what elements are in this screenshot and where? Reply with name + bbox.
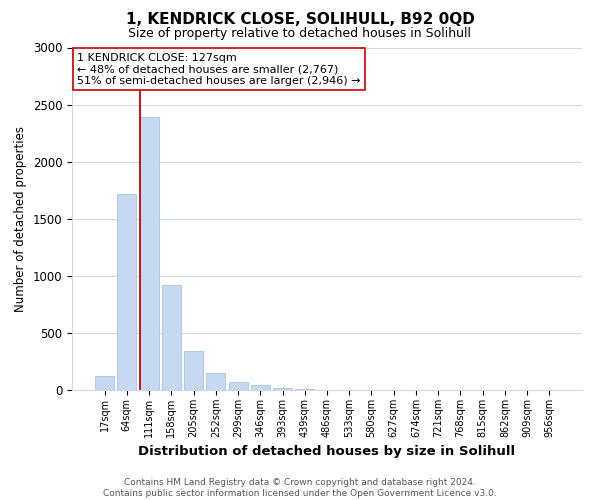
X-axis label: Distribution of detached houses by size in Solihull: Distribution of detached houses by size … bbox=[139, 446, 515, 458]
Bar bbox=[229, 382, 248, 390]
Bar bbox=[95, 376, 114, 390]
Text: 1, KENDRICK CLOSE, SOLIHULL, B92 0QD: 1, KENDRICK CLOSE, SOLIHULL, B92 0QD bbox=[125, 12, 475, 28]
Text: Contains HM Land Registry data © Crown copyright and database right 2024.
Contai: Contains HM Land Registry data © Crown c… bbox=[103, 478, 497, 498]
Text: 1 KENDRICK CLOSE: 127sqm
← 48% of detached houses are smaller (2,767)
51% of sem: 1 KENDRICK CLOSE: 127sqm ← 48% of detach… bbox=[77, 52, 361, 86]
Bar bbox=[118, 194, 136, 390]
Bar bbox=[162, 285, 181, 390]
Text: Size of property relative to detached houses in Solihull: Size of property relative to detached ho… bbox=[128, 28, 472, 40]
Y-axis label: Number of detached properties: Number of detached properties bbox=[14, 126, 27, 312]
Bar bbox=[140, 117, 158, 390]
Bar bbox=[273, 388, 292, 390]
Bar bbox=[251, 386, 270, 390]
Bar bbox=[184, 351, 203, 390]
Bar bbox=[206, 373, 225, 390]
